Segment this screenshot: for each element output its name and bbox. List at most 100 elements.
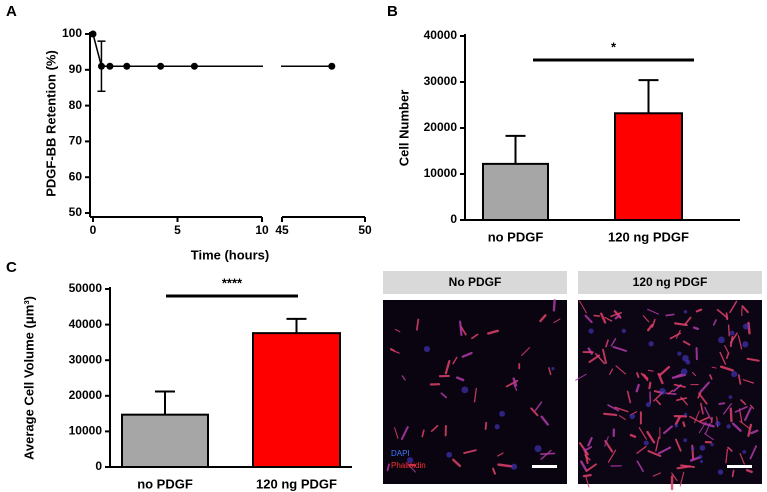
y-tick-label: 100: [62, 26, 82, 40]
cell: [704, 432, 714, 441]
nucleus: [742, 341, 749, 348]
point: [97, 62, 105, 70]
x-axis-title: Time (hours): [191, 247, 270, 262]
cell: [682, 340, 691, 346]
cell: [704, 406, 712, 420]
nucleus: [699, 460, 704, 464]
cell: [747, 423, 753, 437]
cell: [725, 448, 729, 464]
cell: [719, 351, 727, 365]
nucleus: [698, 454, 703, 459]
cell: [548, 367, 552, 375]
nucleus: [729, 330, 735, 336]
y-tick-label: 10000: [69, 424, 103, 438]
x-tick-label: 5: [174, 223, 181, 237]
cell: [647, 450, 662, 458]
cell: [602, 348, 607, 364]
cell: [497, 463, 513, 468]
y-tick-label: 0: [95, 459, 102, 473]
cell: [595, 353, 606, 365]
nucleus: [499, 410, 506, 417]
cell: [539, 314, 547, 323]
point: [123, 62, 131, 70]
nucleus: [659, 388, 666, 395]
y-tick-label: 40000: [424, 28, 458, 42]
y-tick-label: 40000: [69, 317, 103, 331]
bar: [482, 162, 549, 222]
cell: [739, 453, 745, 465]
cell: [699, 381, 710, 393]
cell: [440, 392, 448, 399]
cell: [667, 389, 674, 395]
point: [190, 62, 198, 70]
nucleus: [718, 336, 725, 344]
cell: [724, 345, 730, 354]
cell: [648, 381, 652, 390]
line: [92, 33, 332, 67]
cell: [665, 313, 675, 317]
cell: [463, 449, 477, 454]
cell: [389, 349, 400, 354]
y-axis-title: Average Cell Volume (μm³): [21, 296, 36, 460]
cell: [487, 329, 499, 335]
x-tick-label: 50: [358, 223, 372, 237]
y-tick-label: 0: [450, 212, 457, 226]
cell: [604, 316, 613, 322]
cell: [674, 416, 681, 426]
bar: [614, 112, 683, 221]
cell: [647, 324, 654, 332]
point: [106, 62, 114, 70]
cell: [484, 421, 488, 430]
cell: [737, 374, 742, 385]
nucleus: [423, 345, 431, 353]
nucleus: [742, 449, 747, 454]
nucleus: [621, 328, 627, 334]
cell: [603, 412, 618, 417]
cell: [744, 406, 752, 421]
x-tick-label: 45: [275, 223, 289, 237]
image-header: [578, 271, 762, 294]
cell: [712, 319, 717, 326]
nucleus: [680, 368, 688, 375]
cell: [386, 463, 390, 472]
y-tick-label: 20000: [69, 388, 103, 402]
y-tick-label: 30000: [69, 352, 103, 366]
cell: [578, 442, 589, 456]
cell: [729, 300, 738, 314]
cell: [473, 387, 477, 403]
scale-bar: [727, 465, 752, 468]
cell: [452, 458, 462, 468]
nucleus: [683, 438, 688, 443]
y-tick-label: 70: [69, 134, 83, 148]
cell: [635, 383, 640, 393]
point: [328, 62, 336, 70]
y-axis-title: PDGF-BB Retention (%): [43, 50, 58, 197]
cell: [513, 383, 518, 391]
cell: [699, 416, 710, 423]
y-tick-label: 60: [69, 169, 83, 183]
y-tick-label: 50: [69, 205, 83, 219]
cell: [593, 314, 601, 317]
cell: [740, 399, 747, 406]
cell: [394, 328, 401, 333]
nucleus: [677, 351, 682, 356]
cell: [580, 460, 588, 472]
cell: [579, 300, 587, 314]
x-tick-label: 120 ng PDGF: [256, 476, 337, 491]
nucleus: [510, 463, 518, 470]
cell: [689, 456, 701, 462]
cell: [747, 321, 751, 335]
cell: [727, 446, 733, 452]
nucleus: [643, 440, 649, 446]
cell: [497, 452, 504, 457]
cell: [738, 408, 743, 423]
scale-bar: [532, 465, 557, 468]
image-title: No PDGF: [449, 275, 502, 289]
nucleus: [494, 424, 500, 430]
cell: [705, 422, 711, 434]
nucleus: [588, 328, 594, 334]
nucleus: [731, 371, 738, 378]
cell: [749, 404, 755, 410]
cell: [695, 308, 703, 313]
cell: [673, 383, 686, 388]
